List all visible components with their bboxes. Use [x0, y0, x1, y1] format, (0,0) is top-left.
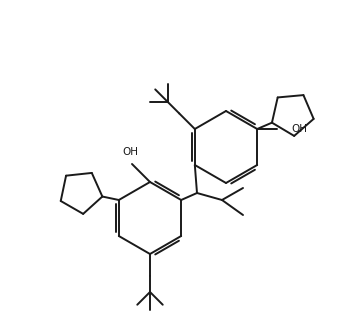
Text: OH: OH — [291, 124, 307, 134]
Text: OH: OH — [122, 147, 138, 157]
